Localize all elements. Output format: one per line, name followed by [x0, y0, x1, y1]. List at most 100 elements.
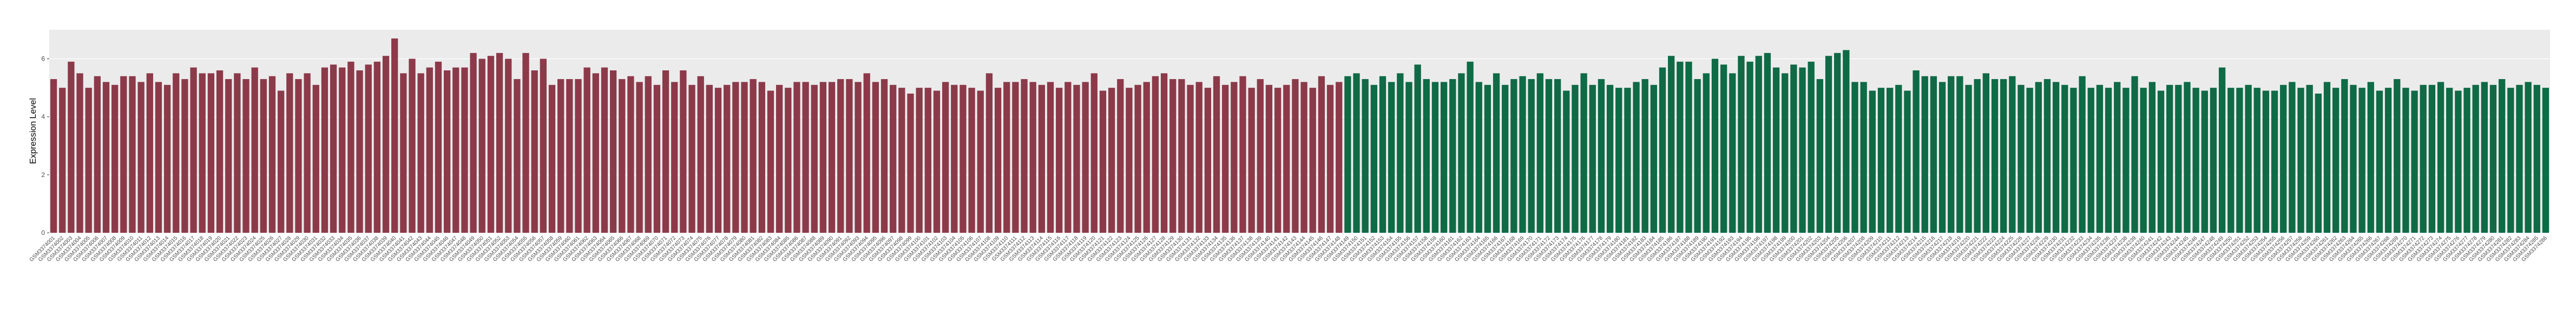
bar [1572, 84, 1579, 233]
bar [1904, 90, 1911, 233]
bar [1746, 61, 1753, 233]
bar [2271, 90, 2278, 233]
bar [321, 67, 328, 233]
bar [933, 90, 941, 233]
bar [1012, 82, 1019, 233]
bar [312, 84, 319, 233]
bar [1519, 76, 1526, 233]
bar [2332, 88, 2340, 233]
bar [1265, 84, 1273, 233]
bar [1414, 64, 1421, 233]
bar [85, 88, 92, 233]
bar [1869, 90, 1876, 233]
bar [137, 82, 144, 233]
bar [1711, 58, 1719, 233]
bar [1222, 84, 1229, 233]
bar [951, 84, 958, 233]
bar [802, 82, 809, 233]
bar [714, 88, 722, 233]
bar [566, 79, 573, 233]
bar [1038, 84, 1045, 233]
bar [496, 53, 503, 233]
plot-background [49, 30, 2550, 233]
bar [1938, 82, 1946, 233]
bar [2245, 84, 2252, 233]
bar [1318, 76, 1325, 233]
bar [2148, 82, 2156, 233]
bar [2052, 82, 2060, 233]
bar [120, 76, 127, 233]
bar [1099, 90, 1107, 233]
bar [1405, 82, 1412, 233]
bar [1703, 73, 1710, 233]
bar [2341, 79, 2348, 233]
bar [785, 88, 792, 233]
bar [225, 79, 232, 233]
bar [2218, 67, 2226, 233]
bar [2533, 84, 2540, 233]
bar [2306, 84, 2313, 233]
bar [636, 82, 643, 233]
bar [1239, 76, 1246, 233]
bar [2009, 76, 2016, 233]
bar [1449, 79, 1456, 233]
bar [251, 67, 258, 233]
bar [828, 82, 836, 233]
bar [1353, 73, 1360, 233]
bar [960, 84, 967, 233]
bar [592, 73, 599, 233]
bar [2131, 76, 2138, 233]
bar [2105, 88, 2112, 233]
bar [505, 58, 512, 233]
bar [470, 53, 477, 233]
bar [286, 73, 293, 233]
bar [94, 76, 101, 233]
bar [1195, 82, 1202, 233]
bar [1152, 76, 1159, 233]
bar [339, 67, 346, 233]
bar [1563, 90, 1570, 233]
bar [2489, 84, 2497, 233]
bar [1790, 64, 1797, 233]
bar [662, 70, 669, 233]
bar [365, 64, 372, 233]
bar [846, 79, 853, 233]
bar [776, 84, 783, 233]
bar [1397, 73, 1404, 233]
bar [1641, 79, 1648, 233]
bar [1694, 79, 1701, 233]
bar [1458, 73, 1465, 233]
bar [2463, 88, 2470, 233]
bar [1169, 79, 1177, 233]
bar [417, 73, 424, 233]
y-tick-label: 4 [41, 113, 45, 121]
bar [977, 90, 984, 233]
bar [2262, 90, 2270, 233]
bar [1589, 84, 1596, 233]
bar [2192, 88, 2199, 233]
bar [1528, 79, 1535, 233]
bar [1440, 82, 1448, 233]
bar [1772, 67, 1780, 233]
bar [1475, 82, 1482, 233]
bar [1886, 88, 1894, 233]
bar [1536, 73, 1543, 233]
bar [924, 88, 931, 233]
bar [102, 82, 110, 233]
bar [1895, 84, 1902, 233]
bar [985, 73, 993, 233]
bar [1930, 76, 1937, 233]
bar [872, 82, 879, 233]
bar [2323, 82, 2331, 233]
bar [1510, 79, 1517, 233]
bar [758, 82, 765, 233]
bar [2394, 79, 2401, 233]
bar [1178, 79, 1185, 233]
bar [2026, 88, 2033, 233]
bar [793, 82, 800, 233]
bar [907, 93, 914, 233]
bar [1003, 82, 1010, 233]
bar [732, 82, 739, 233]
bar [1029, 82, 1036, 233]
y-tick-label: 6 [41, 55, 45, 63]
